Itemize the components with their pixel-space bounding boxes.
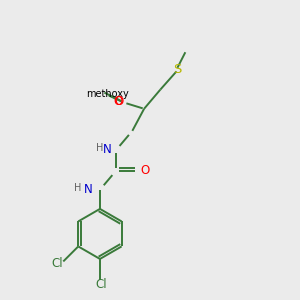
Text: O: O	[140, 164, 149, 177]
Text: methoxy: methoxy	[86, 89, 129, 99]
Text: N: N	[103, 143, 112, 157]
Text: O: O	[115, 95, 124, 108]
Text: S: S	[173, 63, 182, 76]
Text: H: H	[74, 183, 82, 193]
Text: Cl: Cl	[96, 278, 107, 291]
Text: N: N	[84, 183, 92, 196]
Text: H: H	[96, 143, 103, 153]
Text: Cl: Cl	[51, 257, 63, 270]
Text: O: O	[114, 95, 123, 108]
